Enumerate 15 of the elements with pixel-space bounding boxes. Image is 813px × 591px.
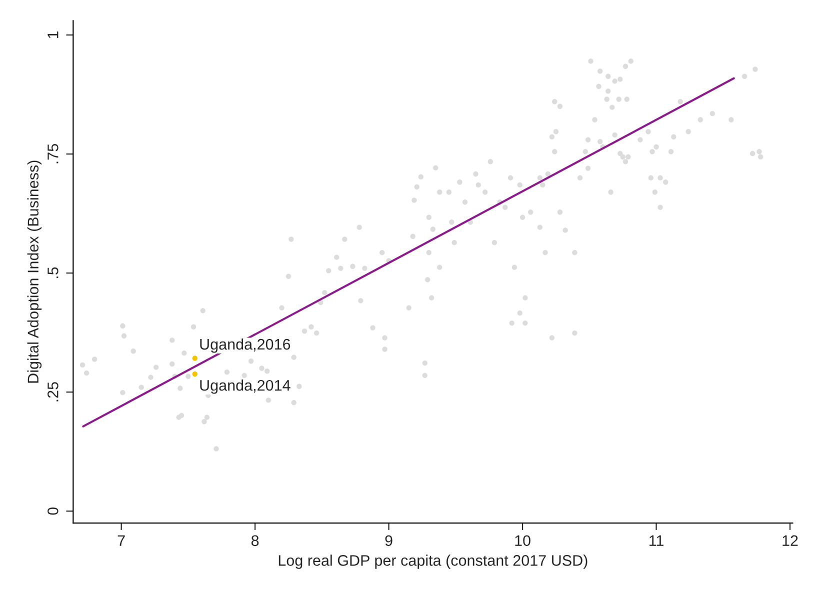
y-tick-label: .75	[48, 144, 58, 164]
x-tick-label: 10	[515, 535, 530, 546]
x-axis-title: Log real GDP per capita (constant 2017 USD)	[278, 554, 588, 569]
y-tick-label: 0	[48, 507, 58, 515]
annotation: Uganda,2014	[200, 380, 290, 394]
x-tick-label: 11	[649, 535, 664, 546]
y-tick-label: .5	[48, 267, 58, 278]
x-tick-label: 9	[385, 535, 392, 546]
x-tick-label: 7	[118, 535, 125, 546]
annotation: Uganda,2016	[200, 338, 290, 353]
y-axis-title: Digital Adoption Index (Business)	[27, 160, 42, 383]
y-tick-label: 1	[48, 31, 58, 38]
x-tick-label: 12	[782, 535, 798, 546]
y-tick-label: .25	[48, 382, 58, 402]
x-tick-label: 8	[251, 535, 259, 546]
